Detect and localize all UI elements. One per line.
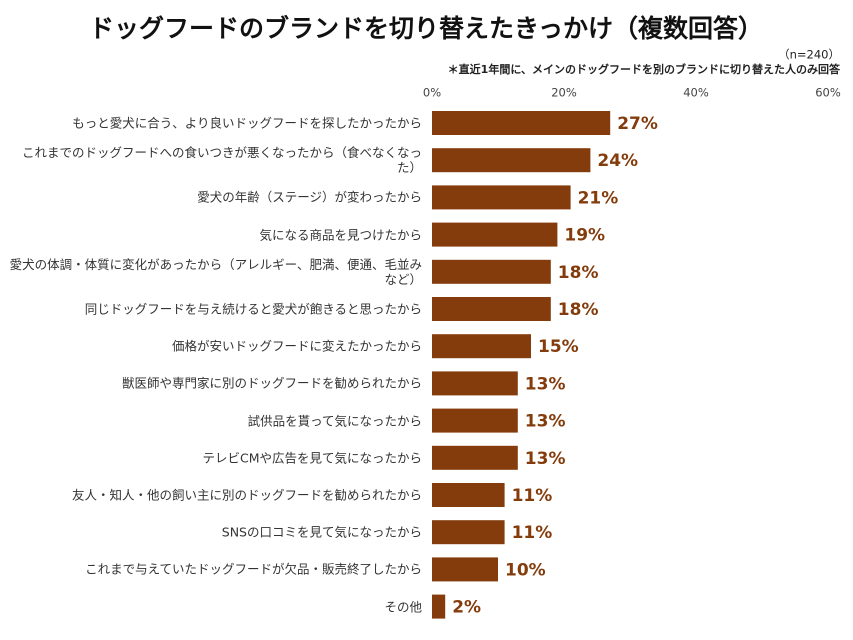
bar xyxy=(432,111,611,135)
category-label: 友人・知人・他の飼い主に別のドッグフードを勧められたから xyxy=(71,487,422,503)
category-label: これまで与えていたドッグフードが欠品・販売終了したから xyxy=(85,561,422,577)
value-label: 19% xyxy=(564,226,605,246)
category-label: SNSの口コミを見て気になったから xyxy=(221,524,422,540)
value-label: 10% xyxy=(505,560,546,580)
bar xyxy=(432,371,518,396)
value-label: 24% xyxy=(597,151,638,171)
category-label: テレビCMや広告を見て気になったから xyxy=(202,450,422,466)
sample-note: （n=240） xyxy=(778,48,840,62)
x-tick-label: 20% xyxy=(551,86,577,100)
bar xyxy=(432,259,551,284)
x-tick-label: 60% xyxy=(815,86,841,100)
category-label: もっと愛犬に合う、より良いドッグフードを探したかったから xyxy=(72,115,422,131)
value-label: 13% xyxy=(525,412,566,432)
bar xyxy=(432,520,505,545)
value-label: 18% xyxy=(558,300,599,320)
bar xyxy=(432,148,591,173)
category-label: 愛犬の年齢（ステージ）が変わったから xyxy=(197,189,422,205)
category-label: 獣医師や専門家に別のドッグフードを勧められたから xyxy=(121,375,422,391)
note: ＊直近1年間に、メインのドッグフードを別のブランドに切り替えた人のみ回答 xyxy=(448,62,841,76)
value-label: 13% xyxy=(525,374,566,394)
bar xyxy=(432,483,505,507)
category-label: これまでのドッグフードへの食いつきが悪くなったから（食べなくなった） xyxy=(21,145,422,176)
bar xyxy=(432,557,498,582)
value-label: 15% xyxy=(538,337,579,357)
x-tick-label: 40% xyxy=(683,86,709,100)
value-label: 27% xyxy=(617,114,658,134)
bar xyxy=(432,408,518,433)
value-label: 21% xyxy=(578,188,619,208)
bar xyxy=(432,297,551,321)
bar xyxy=(432,222,558,247)
chart-title: ドッグフードのブランドを切り替えたきっかけ（複数回答） xyxy=(89,14,763,43)
bar xyxy=(432,185,571,210)
bar xyxy=(432,594,446,619)
value-label: 13% xyxy=(525,449,566,469)
category-label: 試供品を貰って気になったから xyxy=(247,413,422,429)
value-label: 11% xyxy=(512,523,553,543)
x-tick-label: 0% xyxy=(423,86,441,100)
value-label: 2% xyxy=(452,598,481,618)
value-label: 11% xyxy=(512,486,553,506)
category-label: 気になる商品を見つけたから xyxy=(259,227,422,243)
category-label: 愛犬の体調・体質に変化があったから（アレルギー、肥満、便通、毛並みなど） xyxy=(9,256,422,287)
category-label: その他 xyxy=(384,599,422,615)
category-label: 同じドッグフードを与え続けると愛犬が飽きると思ったから xyxy=(84,301,422,317)
bar xyxy=(432,445,518,470)
bar xyxy=(432,334,531,359)
value-label: 18% xyxy=(558,263,599,283)
category-label: 価格が安いドッグフードに変えたかったから xyxy=(171,338,422,354)
